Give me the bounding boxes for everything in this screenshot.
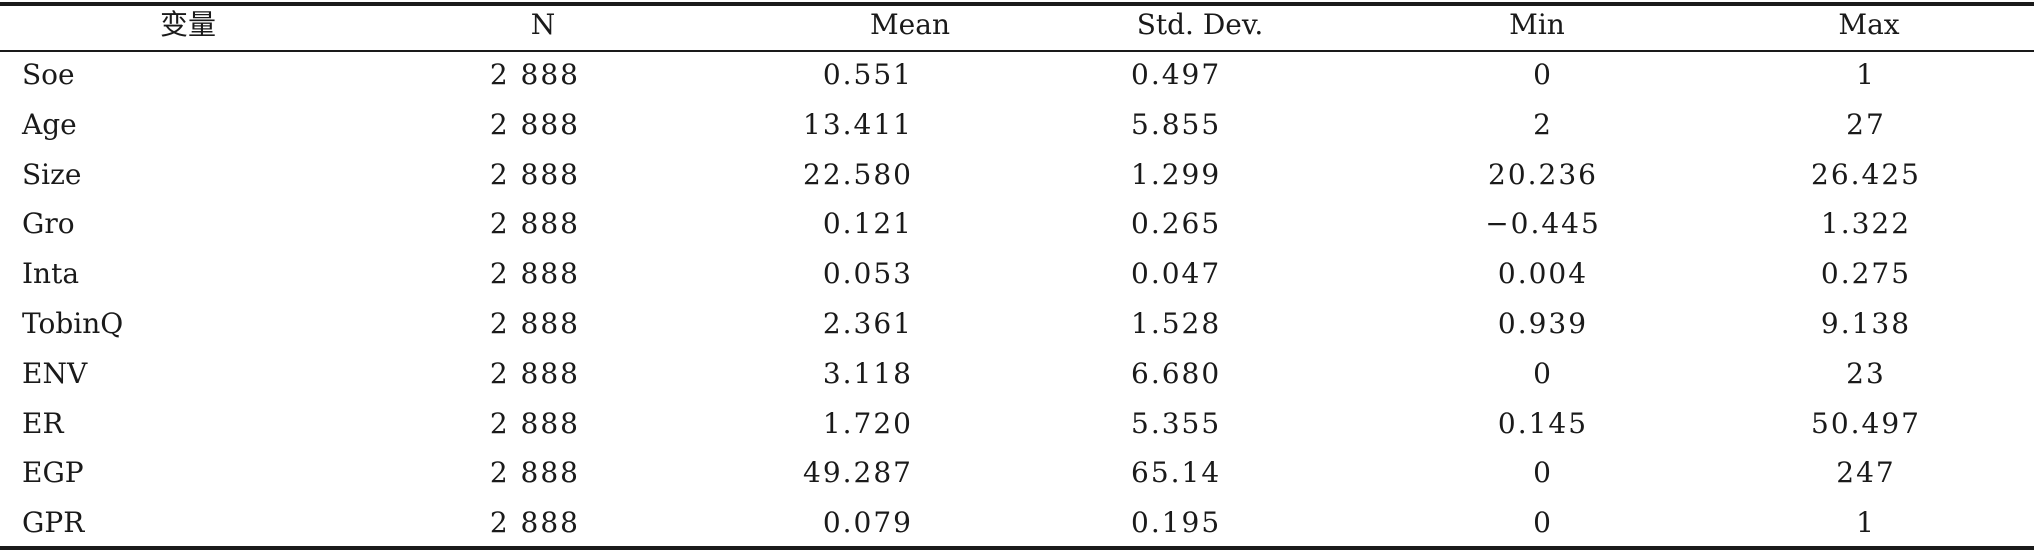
table-cell: 0.275: [1820, 257, 1912, 291]
table-cell: 9.138: [1820, 307, 1912, 340]
table-cell: 2 888: [489, 107, 580, 141]
table-cell: 0.195: [1131, 506, 1222, 540]
table-cell: 1: [1856, 506, 1876, 540]
table-header-rule: [0, 50, 2034, 52]
table-cell: 2 888: [489, 356, 580, 390]
table-cell: 2 888: [489, 406, 580, 440]
header-cell: Mean: [870, 8, 950, 41]
table-cell: 5.855: [1131, 107, 1222, 141]
table-cell: 27: [1846, 107, 1886, 141]
table-cell: 2 888: [489, 157, 580, 191]
table-cell: 0.079: [822, 506, 913, 540]
header-cell: Std. Dev.: [1136, 8, 1264, 41]
table-cell: 2 888: [489, 58, 580, 91]
table-cell: 0.047: [1131, 257, 1222, 291]
table-cell: 0.265: [1131, 207, 1222, 241]
table-cell: 1.528: [1131, 307, 1222, 340]
table-cell: 0: [1533, 456, 1553, 490]
table-cell: 13.411: [803, 107, 913, 141]
header-cell: Min: [1509, 8, 1565, 41]
table-cell: 1.322: [1820, 207, 1912, 241]
table-cell: 0.145: [1497, 406, 1589, 440]
table-cell: 0.004: [1497, 257, 1589, 291]
table-cell: 0.551: [822, 58, 913, 91]
row-label: TobinQ: [22, 307, 124, 340]
table-cell: 6.680: [1131, 356, 1222, 390]
table-cell: 0: [1533, 356, 1553, 390]
table-cell: 2 888: [489, 506, 580, 540]
table-cell: 5.355: [1131, 406, 1222, 440]
table-cell: 0.053: [822, 257, 913, 291]
table-cell: 50.497: [1811, 406, 1921, 440]
table-cell: 49.287: [803, 456, 913, 490]
header-cell: 变量: [159, 8, 216, 41]
row-label: ER: [22, 406, 64, 440]
row-label: Gro: [22, 207, 75, 241]
table-cell: 0.939: [1497, 307, 1589, 340]
table-cell: 20.236: [1488, 157, 1598, 191]
table-cell: 0.121: [822, 207, 913, 241]
table-cell: 65.14: [1131, 456, 1222, 490]
table-cell: 0: [1533, 506, 1553, 540]
table-cell: 0.497: [1131, 58, 1222, 91]
table-cell: 2 888: [489, 207, 580, 241]
table-cell: 2.361: [822, 307, 913, 340]
header-cell: Max: [1838, 8, 1900, 41]
table-cell: 2 888: [489, 307, 580, 340]
row-label: GPR: [22, 506, 85, 540]
header-cell: N: [530, 8, 556, 41]
row-label: ENV: [22, 356, 88, 390]
table-cell: 3.118: [822, 356, 913, 390]
table-cell: 2: [1533, 107, 1553, 141]
table-cell: 1.299: [1131, 157, 1222, 191]
table-cell: 0: [1533, 58, 1553, 91]
table-bottom-rule: [0, 546, 2034, 550]
table-cell: −0.445: [1485, 207, 1601, 241]
table-cell: 247: [1836, 456, 1896, 490]
table-cell: 26.425: [1811, 157, 1921, 191]
table-cell: 22.580: [803, 157, 913, 191]
table-top-rule: [0, 2, 2034, 6]
row-label: Age: [22, 107, 77, 141]
table-cell: 2 888: [489, 456, 580, 490]
table-cell: 1.720: [822, 406, 913, 440]
table-cell: 1: [1856, 58, 1876, 91]
table-cell: 23: [1846, 356, 1886, 390]
row-label: EGP: [22, 456, 84, 490]
table-cell: 2 888: [489, 257, 580, 291]
row-label: Soe: [22, 58, 75, 91]
row-label: Size: [22, 157, 82, 191]
row-label: Inta: [22, 257, 80, 291]
